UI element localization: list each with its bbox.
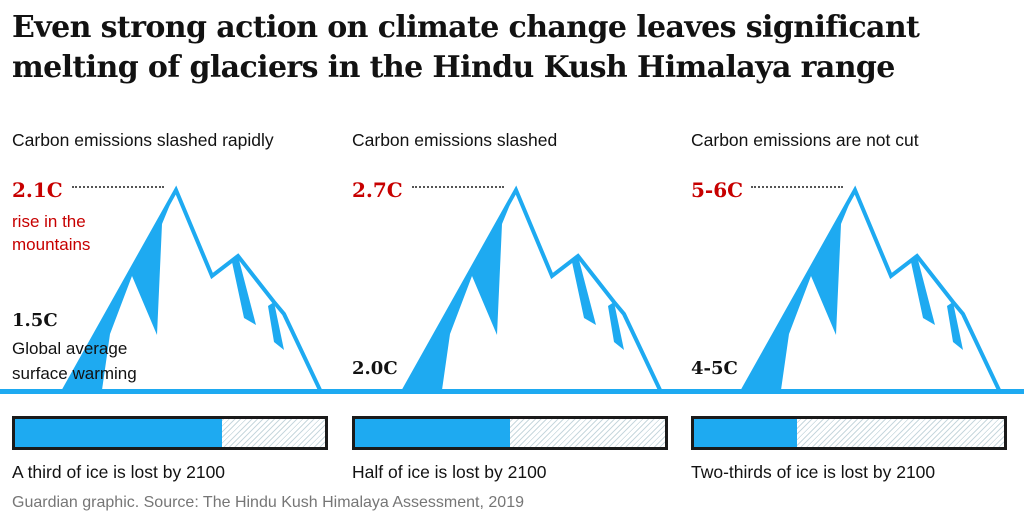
panel-cuts: Carbon emissions slashed 2.7C 2.0C Half … [352, 120, 682, 500]
panel-rapid-cuts: Carbon emissions slashed rapidly 2.1C ri… [12, 120, 342, 500]
mountain-rise-label: 2.1C [12, 178, 63, 202]
ice-loss-bar [12, 416, 328, 450]
ice-loss-fill [694, 419, 797, 447]
mountain-outline [741, 185, 1001, 391]
mountain-shape [741, 185, 1001, 391]
ice-loss-caption: A third of ice is lost by 2100 [12, 462, 226, 482]
ice-shading [572, 256, 596, 325]
source-note: Guardian graphic. Source: The Hindu Kush… [12, 494, 524, 511]
panel-no-cuts: Carbon emissions are not cut 5-6C 4-5C T… [691, 120, 1021, 500]
mountain-rise-label: 2.7C [352, 178, 403, 202]
mountain-outline [402, 185, 662, 391]
ice-loss-bar [352, 416, 668, 450]
panel-title: Carbon emissions slashed [352, 130, 558, 150]
peak-leader-line [751, 186, 843, 188]
mountain-graphic [402, 185, 662, 391]
mountain-rise-label: 5-6C [691, 178, 744, 202]
ice-loss-caption: Two-thirds of ice is lost by 2100 [691, 462, 936, 482]
chart-title: Even strong action on climate change lea… [12, 10, 920, 85]
ice-loss-caption: Half of ice is lost by 2100 [352, 462, 547, 482]
global-rise-label: 2.0C [352, 358, 398, 379]
mountain-outline [62, 185, 322, 391]
global-rise-label: 4-5C [691, 358, 738, 379]
ice-shading [947, 302, 963, 350]
ice-shading [268, 302, 284, 350]
global-rise-label: 1.5C [12, 310, 58, 331]
global-rise-note: Global average surface warming [12, 339, 137, 383]
ice-shading [911, 256, 935, 325]
mountain-shape [62, 185, 322, 391]
ice-loss-fill [15, 419, 222, 447]
mountain-graphic [62, 185, 322, 391]
panel-title: Carbon emissions are not cut [691, 130, 919, 150]
peak-leader-line [412, 186, 504, 188]
mountain-rise-note: rise in the mountains [12, 212, 91, 254]
panel-title: Carbon emissions slashed rapidly [12, 130, 274, 150]
mountain-graphic [741, 185, 1001, 391]
ice-loss-fill [355, 419, 510, 447]
ground-baseline [0, 389, 1024, 394]
ice-loss-bar [691, 416, 1007, 450]
ice-shading [608, 302, 624, 350]
mountain-shape [402, 185, 662, 391]
peak-leader-line [72, 186, 164, 188]
ice-shading [232, 256, 256, 325]
